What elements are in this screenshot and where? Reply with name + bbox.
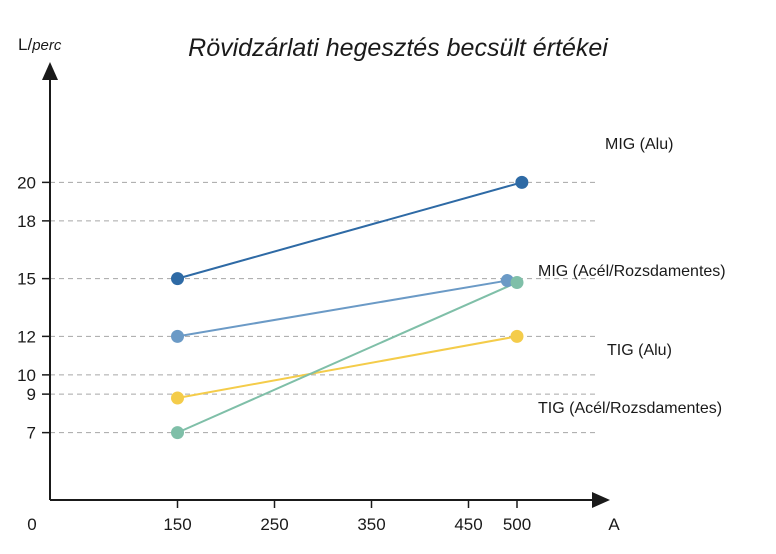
data-point xyxy=(510,329,524,343)
y-tick-label: 10 xyxy=(17,366,36,385)
data-point xyxy=(500,274,514,288)
data-point xyxy=(171,426,184,440)
series-label: MIG (Acél/Rozsdamentes) xyxy=(538,263,726,280)
y-axis-label: L/perc xyxy=(18,35,62,54)
x-tick-label: 350 xyxy=(357,515,385,534)
x-axis-arrow xyxy=(592,492,610,508)
data-point xyxy=(171,391,184,405)
y-tick-label: 15 xyxy=(17,270,36,289)
data-point xyxy=(171,329,184,343)
series-label: TIG (Alu) xyxy=(607,342,672,359)
x-tick-label: 450 xyxy=(454,515,482,534)
y-tick-label: 12 xyxy=(17,327,36,346)
series-label: TIG (Acél/Rozsdamentes) xyxy=(538,400,722,417)
y-tick-label: 7 xyxy=(27,424,36,443)
series-lines xyxy=(177,181,523,434)
x-axis-label: A xyxy=(608,515,620,534)
x-tick-label: 500 xyxy=(503,515,531,534)
y-tick-label: 18 xyxy=(17,212,36,231)
data-point xyxy=(510,275,524,289)
series-line xyxy=(177,279,508,338)
x-ticks: 150 250 350 450 500 xyxy=(163,500,531,534)
y-tick-label: 9 xyxy=(27,385,36,404)
y-axis-arrow xyxy=(42,62,58,80)
origin-label: 0 xyxy=(27,515,36,534)
series-line xyxy=(177,335,518,399)
series-points xyxy=(171,175,529,440)
series-labels: MIG (Alu) MIG (Acél/Rozsdamentes) TIG (Alu… xyxy=(538,136,726,417)
grid-lines xyxy=(50,181,598,434)
x-tick-label: 250 xyxy=(260,515,288,534)
x-tick-label: 150 xyxy=(163,515,191,534)
data-point xyxy=(171,272,184,286)
y-tick-label: 20 xyxy=(17,173,36,192)
series-line xyxy=(177,181,523,280)
y-ticks: 7 910 12 15 18 20 xyxy=(17,173,50,443)
series-line xyxy=(177,281,518,434)
series-label: MIG (Alu) xyxy=(605,136,673,153)
data-point xyxy=(515,175,529,189)
chart-title: Rövidzárlati hegesztés becsült értékei xyxy=(188,34,609,62)
